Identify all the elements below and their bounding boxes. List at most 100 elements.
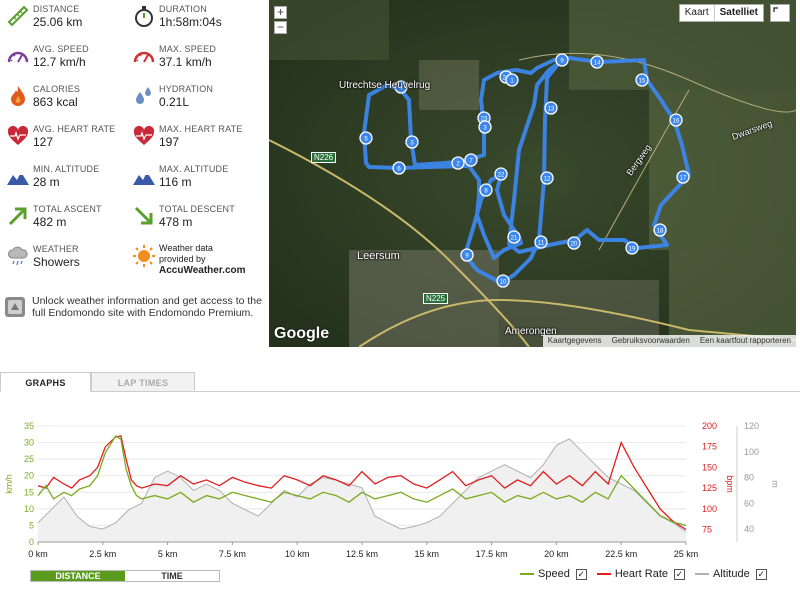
left-axis-label: km/h (4, 474, 14, 494)
svg-text:20: 20 (571, 242, 578, 248)
svg-text:19: 19 (629, 247, 636, 253)
svg-text:8: 8 (484, 189, 488, 195)
lap-marker: 17 (676, 170, 690, 184)
stat-label: MAX. HEART RATE (159, 124, 243, 134)
satellite-map-background: 5436272332419141513161712228181920112191… (269, 0, 796, 347)
svg-text:23: 23 (481, 117, 488, 123)
stat-label: DISTANCE (33, 4, 80, 14)
stat-avg-hr: AVG. HEART RATE 127 (2, 120, 132, 156)
bpm-tick-label: 125 (702, 483, 717, 493)
stat-value: 116 m (159, 175, 192, 189)
legend-label: Heart Rate (614, 568, 669, 580)
stat-label: MAX. SPEED (159, 44, 217, 54)
heart-icon (132, 124, 156, 148)
lap-marker: 14 (590, 55, 604, 69)
x-axis-toggle: DISTANCE TIME (30, 570, 220, 582)
stat-value: 478 m (159, 215, 193, 229)
route-map[interactable]: 5436272332419141513161712228181920112191… (269, 0, 796, 347)
legend-checkbox[interactable]: ✓ (674, 568, 686, 580)
chart-legend: Speed ✓ Heart Rate ✓ Altitude ✓ (520, 566, 777, 582)
lap-marker: 22 (494, 167, 508, 181)
altitude-series (37, 438, 687, 542)
stat-value: 28 m (33, 175, 60, 189)
flame-icon (6, 84, 30, 108)
stat-total-descent: TOTAL DESCENT 478 m (128, 200, 258, 236)
ruler-icon (6, 4, 30, 28)
unlock-text: Unlock weather information and get acces… (32, 295, 262, 319)
lap-marker: 6 (392, 161, 406, 175)
fullscreen-button[interactable] (770, 4, 790, 22)
weather-provider-text: Weather data provided by AccuWeather.com (159, 243, 246, 276)
map-data-link[interactable]: Kaartgegevens (547, 336, 602, 345)
svg-text:12: 12 (544, 177, 551, 183)
legend-swatch (520, 573, 534, 575)
svg-text:13: 13 (548, 107, 555, 113)
x-tick-label: 20 km (544, 549, 569, 559)
premium-unlock-notice[interactable]: Unlock weather information and get acces… (4, 295, 264, 336)
lap-marker: 21 (507, 230, 521, 244)
place-label: Leersum (357, 250, 400, 262)
svg-text:9: 9 (465, 254, 469, 260)
stat-label: TOTAL ASCENT (33, 204, 102, 214)
stat-value: 0.21L (159, 95, 190, 109)
legend-checkbox[interactable]: ✓ (755, 568, 767, 580)
stat-value: 482 m (33, 215, 67, 229)
legend-swatch (596, 573, 611, 575)
fullscreen-icon (773, 7, 778, 12)
weather-provider[interactable]: Weather data provided by AccuWeather.com (128, 240, 258, 276)
stat-distance: DISTANCE 25.06 km (2, 0, 132, 36)
svg-text:1: 1 (510, 79, 514, 85)
chart-axes: 0 5 10 15 20 25 30 35 km/h 75 100 125 150 175 200 bpm 40… (4, 421, 780, 559)
distance-toggle-button[interactable]: DISTANCE (31, 571, 125, 581)
stat-value: 197 (159, 135, 180, 149)
stat-value: 863 kcal (33, 95, 78, 109)
lap-marker: 7 (464, 153, 478, 167)
time-toggle-button[interactable]: TIME (125, 571, 219, 581)
stat-value: 1h:58m:04s (159, 15, 222, 29)
google-logo: Google (274, 325, 330, 342)
water-drops-icon (132, 84, 156, 108)
stat-label: MAX. ALTITUDE (159, 164, 229, 174)
svg-text:15: 15 (639, 79, 646, 85)
terms-link[interactable]: Gebruiksvoorwaarden (611, 336, 690, 345)
stat-total-ascent: TOTAL ASCENT 482 m (2, 200, 132, 236)
workout-stats-panel: DISTANCE 25.06 km DURATION 1h:58m:04s AV… (0, 0, 268, 345)
y-tick-label: 25 (24, 454, 34, 464)
accuweather-link[interactable]: AccuWeather.com (159, 265, 246, 276)
tab-lap-times[interactable]: LAP TIMES (91, 372, 195, 392)
map-type-satelliet-button[interactable]: Satelliet (713, 5, 763, 21)
lap-marker: 11 (534, 235, 548, 249)
x-tick-label: 17.5 km (476, 549, 508, 559)
stat-value: Showers (33, 255, 80, 269)
speedometer-icon (132, 44, 156, 68)
lap-marker: 10 (496, 274, 510, 288)
zoom-in-button[interactable]: + (274, 6, 287, 19)
road-shield: N225 (423, 293, 449, 304)
stat-label: AVG. HEART RATE (33, 124, 116, 134)
workout-chart[interactable]: 0 5 10 15 20 25 30 35 km/h 75 100 125 150 175 200 bpm 40… (0, 418, 800, 568)
map-type-control: Kaart Satelliet (678, 4, 764, 22)
stat-label: TOTAL DESCENT (159, 204, 235, 214)
lap-marker: 1 (505, 73, 519, 87)
stat-label: WEATHER (33, 244, 79, 254)
weather-provider-line: Weather data (159, 243, 213, 253)
stat-value: 37.1 km/h (159, 55, 212, 69)
report-error-link[interactable]: Een kaartfout rapporteren (699, 336, 791, 345)
legend-checkbox[interactable]: ✓ (575, 568, 587, 580)
stat-label: DURATION (159, 4, 207, 14)
svg-text:11: 11 (538, 241, 545, 247)
svg-text:4: 4 (399, 86, 403, 92)
stat-duration: DURATION 1h:58m:04s (128, 0, 258, 36)
x-tick-label: 10 km (285, 549, 310, 559)
svg-text:2: 2 (456, 162, 460, 168)
stat-max-speed: MAX. SPEED 37.1 km/h (128, 40, 258, 76)
mountain-icon (132, 164, 156, 188)
zoom-out-button[interactable]: − (274, 21, 287, 34)
lap-marker: 13 (544, 101, 558, 115)
stat-max-alt: MAX. ALTITUDE 116 m (128, 160, 258, 196)
map-type-kaart-button[interactable]: Kaart (684, 7, 709, 18)
legend-item: Speed ✓ (520, 568, 587, 580)
svg-text:5: 5 (364, 137, 368, 143)
tab-graphs[interactable]: GRAPHS (0, 372, 91, 392)
lap-marker: 4 (394, 80, 408, 94)
